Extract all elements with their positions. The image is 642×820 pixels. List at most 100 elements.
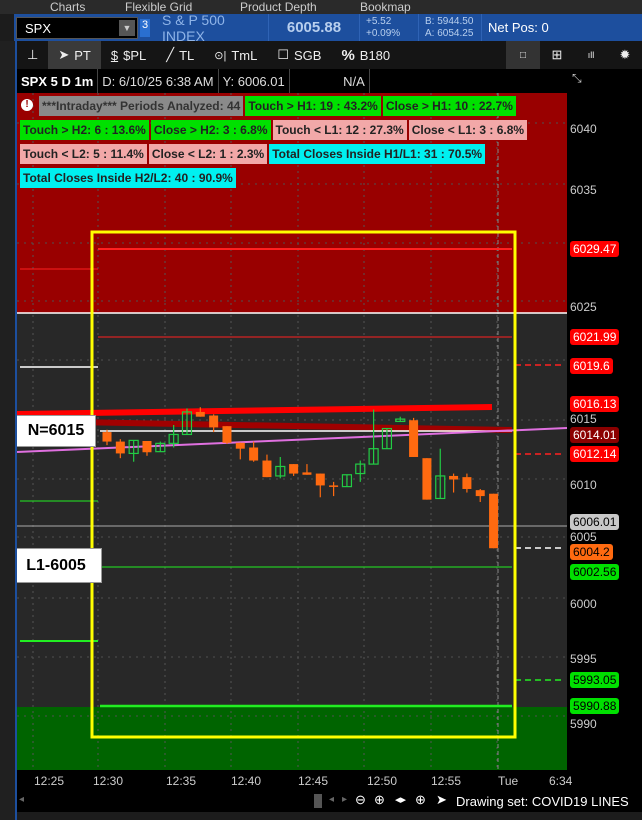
candle-body	[209, 415, 219, 428]
note-l1-6005[interactable]: L1-6005	[17, 548, 102, 583]
sgb-tool-button[interactable]: ☐ SGB	[267, 41, 331, 69]
left-gutter	[0, 41, 17, 820]
scroll-left-icon[interactable]: ◂	[19, 794, 25, 805]
line-icon: ╱	[166, 47, 175, 62]
scroll-back-icon[interactable]: ◂	[329, 794, 335, 805]
chart-info-bar: SPX 5 D 1m D: 6/10/25 6:38 AM Y: 6006.01…	[17, 69, 567, 93]
pan-icon[interactable]: ◂▸	[395, 794, 407, 806]
candle-body	[368, 448, 379, 465]
single-layout-button[interactable]: □	[506, 41, 540, 69]
axis-tick: 6035	[570, 183, 597, 197]
tab-charts[interactable]: Charts	[50, 0, 86, 14]
bid: B: 5944.50	[425, 15, 474, 27]
price-label: 5993.05	[570, 672, 620, 688]
price-label: 6016.13	[570, 396, 620, 412]
pct-change: +0.09%	[366, 27, 401, 39]
window-tabs: Charts Flexible Grid Product Depth Bookm…	[0, 0, 642, 14]
chevron-down-icon[interactable]: ▼	[119, 19, 135, 36]
candle-body	[329, 485, 339, 487]
net-position: Net Pos: 0	[488, 20, 549, 35]
crosshair-icon[interactable]: ⊕	[415, 792, 426, 807]
tab-product-depth[interactable]: Product Depth	[240, 0, 317, 14]
grid-icon: ⊞	[551, 47, 563, 62]
price-label: 6014.01	[570, 427, 620, 443]
price-label: 6006.01	[570, 514, 620, 530]
drawing-set-label[interactable]: Drawing set: COVID19 LINES	[456, 794, 629, 809]
stat-badge: ***Intraday*** Periods Analyzed: 44	[39, 96, 244, 116]
bars-button[interactable]: ıll	[574, 41, 608, 69]
tab-flexible-grid[interactable]: Flexible Grid	[125, 0, 193, 14]
candle-body	[142, 440, 152, 453]
price-label: 5990.88	[570, 698, 620, 714]
percent-icon: %	[341, 46, 355, 64]
stat-badge: Total Closes Inside H1/L1: 31 : 70.5%	[269, 144, 486, 164]
time-tick: 12:40	[231, 774, 262, 788]
symbol-value: SPX	[25, 20, 52, 36]
cursor-date: D: 6/10/25 6:38 AM	[98, 69, 219, 93]
last-price: 6005.88	[286, 19, 342, 36]
candle-body	[409, 420, 419, 457]
candle-body	[275, 465, 286, 477]
tl-label: TL	[179, 47, 195, 63]
pointer-tool-button[interactable]: ➤ PT	[48, 41, 101, 69]
scroll-forward-icon[interactable]: ▸	[342, 794, 348, 805]
link-group-badge[interactable]: 3	[140, 18, 150, 37]
stat-badge: Close > H2: 3 : 6.8%	[150, 120, 271, 140]
time-tick: 12:50	[367, 774, 398, 788]
settings-button[interactable]: ✹	[608, 41, 642, 69]
time-tick: 6:34	[549, 774, 573, 788]
timeline-tool-button[interactable]: ⊙| TmL	[204, 41, 267, 69]
pl-tool-button[interactable]: $ $PL	[101, 41, 156, 69]
stat-badge: Touch > H1: 19 : 43.2%	[245, 96, 381, 116]
chart-plot[interactable]: ***Intraday*** Periods Analyzed: 44 Touch…	[17, 93, 567, 770]
square-icon: □	[519, 49, 527, 61]
grid-layout-button[interactable]: ⊞	[540, 41, 574, 69]
tml-label: TmL	[231, 47, 258, 63]
spl-label: $PL	[123, 47, 147, 63]
pin-button[interactable]: ⊥	[17, 41, 48, 69]
candle-body	[115, 441, 125, 454]
ask: A: 6054.25	[425, 27, 474, 39]
alert-icon[interactable]: !	[21, 99, 33, 111]
time-tick: Tue	[498, 774, 519, 788]
axis-tick: 6025	[570, 300, 597, 314]
b180-tool-button[interactable]: % B180	[331, 41, 400, 69]
tab-bookmap[interactable]: Bookmap	[360, 0, 411, 14]
symbol-header: SPX ▼ 3 S & P 500 INDEX 6005.88 +5.52 +0.0…	[14, 11, 642, 44]
axis-tick: 6015	[570, 412, 597, 426]
timeline-icon: ⊙|	[214, 49, 227, 62]
cursor-y: Y: 6006.01	[219, 69, 290, 93]
price-axis[interactable]: ⤡ 6040 6035 6025 6015 6010 6005 6000 5995 5990 60…	[559, 69, 642, 792]
candle-body	[102, 432, 112, 442]
instrument-name: S & P 500 INDEX	[162, 11, 225, 44]
candle-body	[262, 460, 272, 478]
candle-body	[181, 411, 193, 436]
time-tick: 12:45	[298, 774, 329, 788]
stat-badge: Touch > H2: 6 : 13.6%	[20, 120, 149, 140]
stat-badge: Touch < L2: 5 : 11.4%	[20, 144, 147, 164]
trendline-tool-button[interactable]: ╱ TL	[156, 41, 204, 69]
cursor-icon: ➤	[58, 47, 70, 62]
scrollbar-thumb[interactable]	[314, 794, 322, 808]
cursor-icon[interactable]: ➤	[436, 792, 447, 807]
candle-body	[449, 475, 459, 480]
axis-collapse-icon[interactable]: ⤡	[572, 71, 582, 85]
gear-icon: ✹	[619, 47, 631, 62]
pt-label: PT	[74, 47, 91, 63]
zoom-out-icon[interactable]: ⊖	[355, 792, 366, 807]
candle-body	[249, 447, 259, 461]
axis-tick: 6010	[570, 478, 597, 492]
note-n-6015[interactable]: N=6015	[17, 415, 96, 447]
price-label: 6002.56	[570, 564, 620, 580]
symbol-input[interactable]: SPX ▼	[16, 16, 138, 39]
candle-body	[475, 490, 485, 497]
resistance-trend-line-2	[17, 418, 513, 433]
price-label: 6029.47	[570, 241, 620, 257]
candle-body	[168, 433, 179, 444]
stat-badge: Close < L1: 3 : 6.8%	[408, 120, 528, 140]
axis-tick: 6040	[570, 122, 597, 136]
stat-badge: Close > H1: 10 : 22.7%	[382, 96, 516, 116]
time-axis: 12:25 12:30 12:35 12:40 12:45 12:50 12:55 Tue 6:…	[17, 770, 642, 792]
candle-body	[128, 439, 139, 455]
zoom-in-icon[interactable]: ⊕	[374, 792, 385, 807]
